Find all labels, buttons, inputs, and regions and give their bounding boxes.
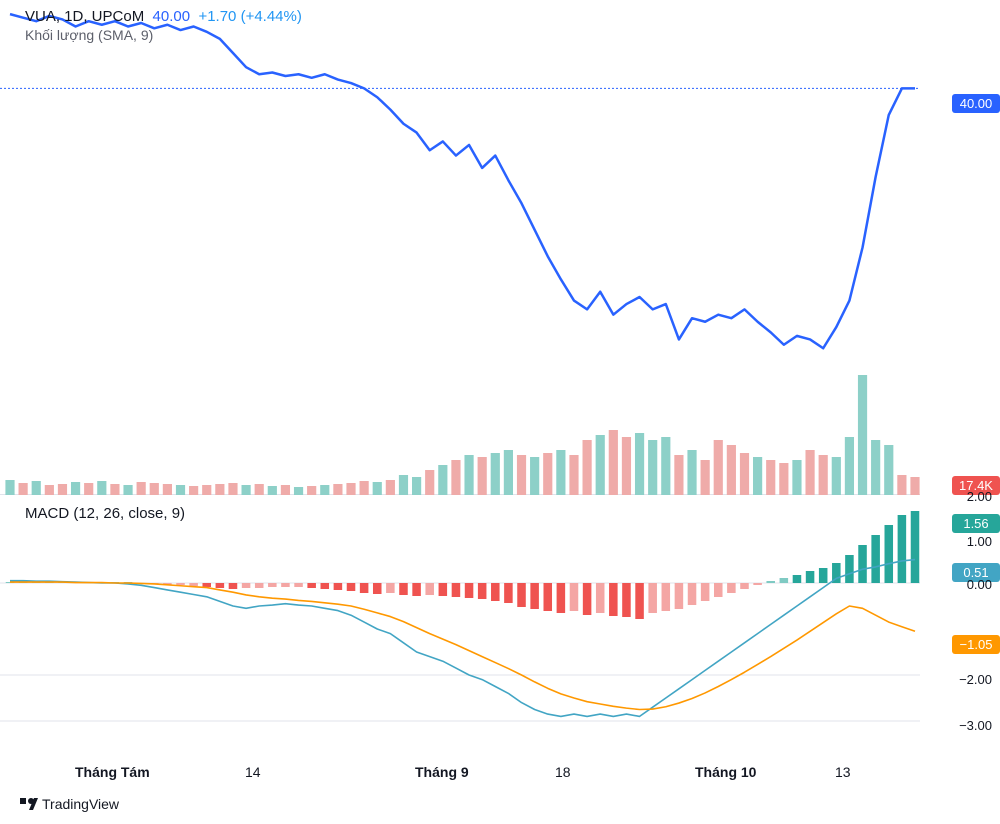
xaxis-tick: Tháng Tám	[75, 764, 150, 780]
ticker-line[interactable]: VUA, 1D, UPCoM 40.00 +1.70 (+4.44%)	[25, 8, 302, 25]
tradingview-icon	[20, 798, 38, 810]
xaxis-tick: 14	[245, 764, 261, 780]
price-panel[interactable]	[0, 0, 920, 495]
signal-badge: −1.05	[952, 635, 1000, 654]
macd-hist-badge: 1.56	[952, 514, 1000, 533]
volume-label[interactable]: Khối lượng (SMA, 9)	[25, 27, 302, 43]
macd-ytick: 1.00	[967, 534, 992, 549]
macd-chart-svg	[0, 495, 920, 760]
price-chart-svg	[0, 0, 920, 495]
macd-ytick: 2.00	[967, 489, 992, 504]
macd-ytick: −2.00	[959, 672, 992, 687]
xaxis-tick: Tháng 9	[415, 764, 469, 780]
y-axis-right: 40.00 17.4K 1.56 0.51 −1.05 2.001.000.00…	[920, 0, 1000, 760]
xaxis-tick: 18	[555, 764, 571, 780]
macd-label[interactable]: MACD (12, 26, close, 9)	[25, 505, 185, 522]
macd-ytick: 0.00	[967, 577, 992, 592]
chart-container: VUA, 1D, UPCoM 40.00 +1.70 (+4.44%) Khối…	[0, 0, 1000, 824]
ticker-symbol: VUA, 1D, UPCoM	[25, 8, 144, 25]
price-change-pct: (+4.44%)	[241, 8, 302, 25]
macd-panel[interactable]: MACD (12, 26, close, 9)	[0, 495, 920, 760]
xaxis-tick: Tháng 10	[695, 764, 756, 780]
price-badge: 40.00	[952, 94, 1000, 113]
macd-ytick: −3.00	[959, 718, 992, 733]
chart-header: VUA, 1D, UPCoM 40.00 +1.70 (+4.44%) Khối…	[25, 8, 302, 43]
price-change: +1.70	[198, 8, 236, 25]
attribution-text: TradingView	[42, 796, 119, 812]
x-axis: Tháng Tám 14 Tháng 9 18 Tháng 10 13	[0, 760, 920, 790]
attribution[interactable]: TradingView	[20, 796, 119, 812]
price-value: 40.00	[153, 8, 191, 25]
xaxis-tick: 13	[835, 764, 851, 780]
